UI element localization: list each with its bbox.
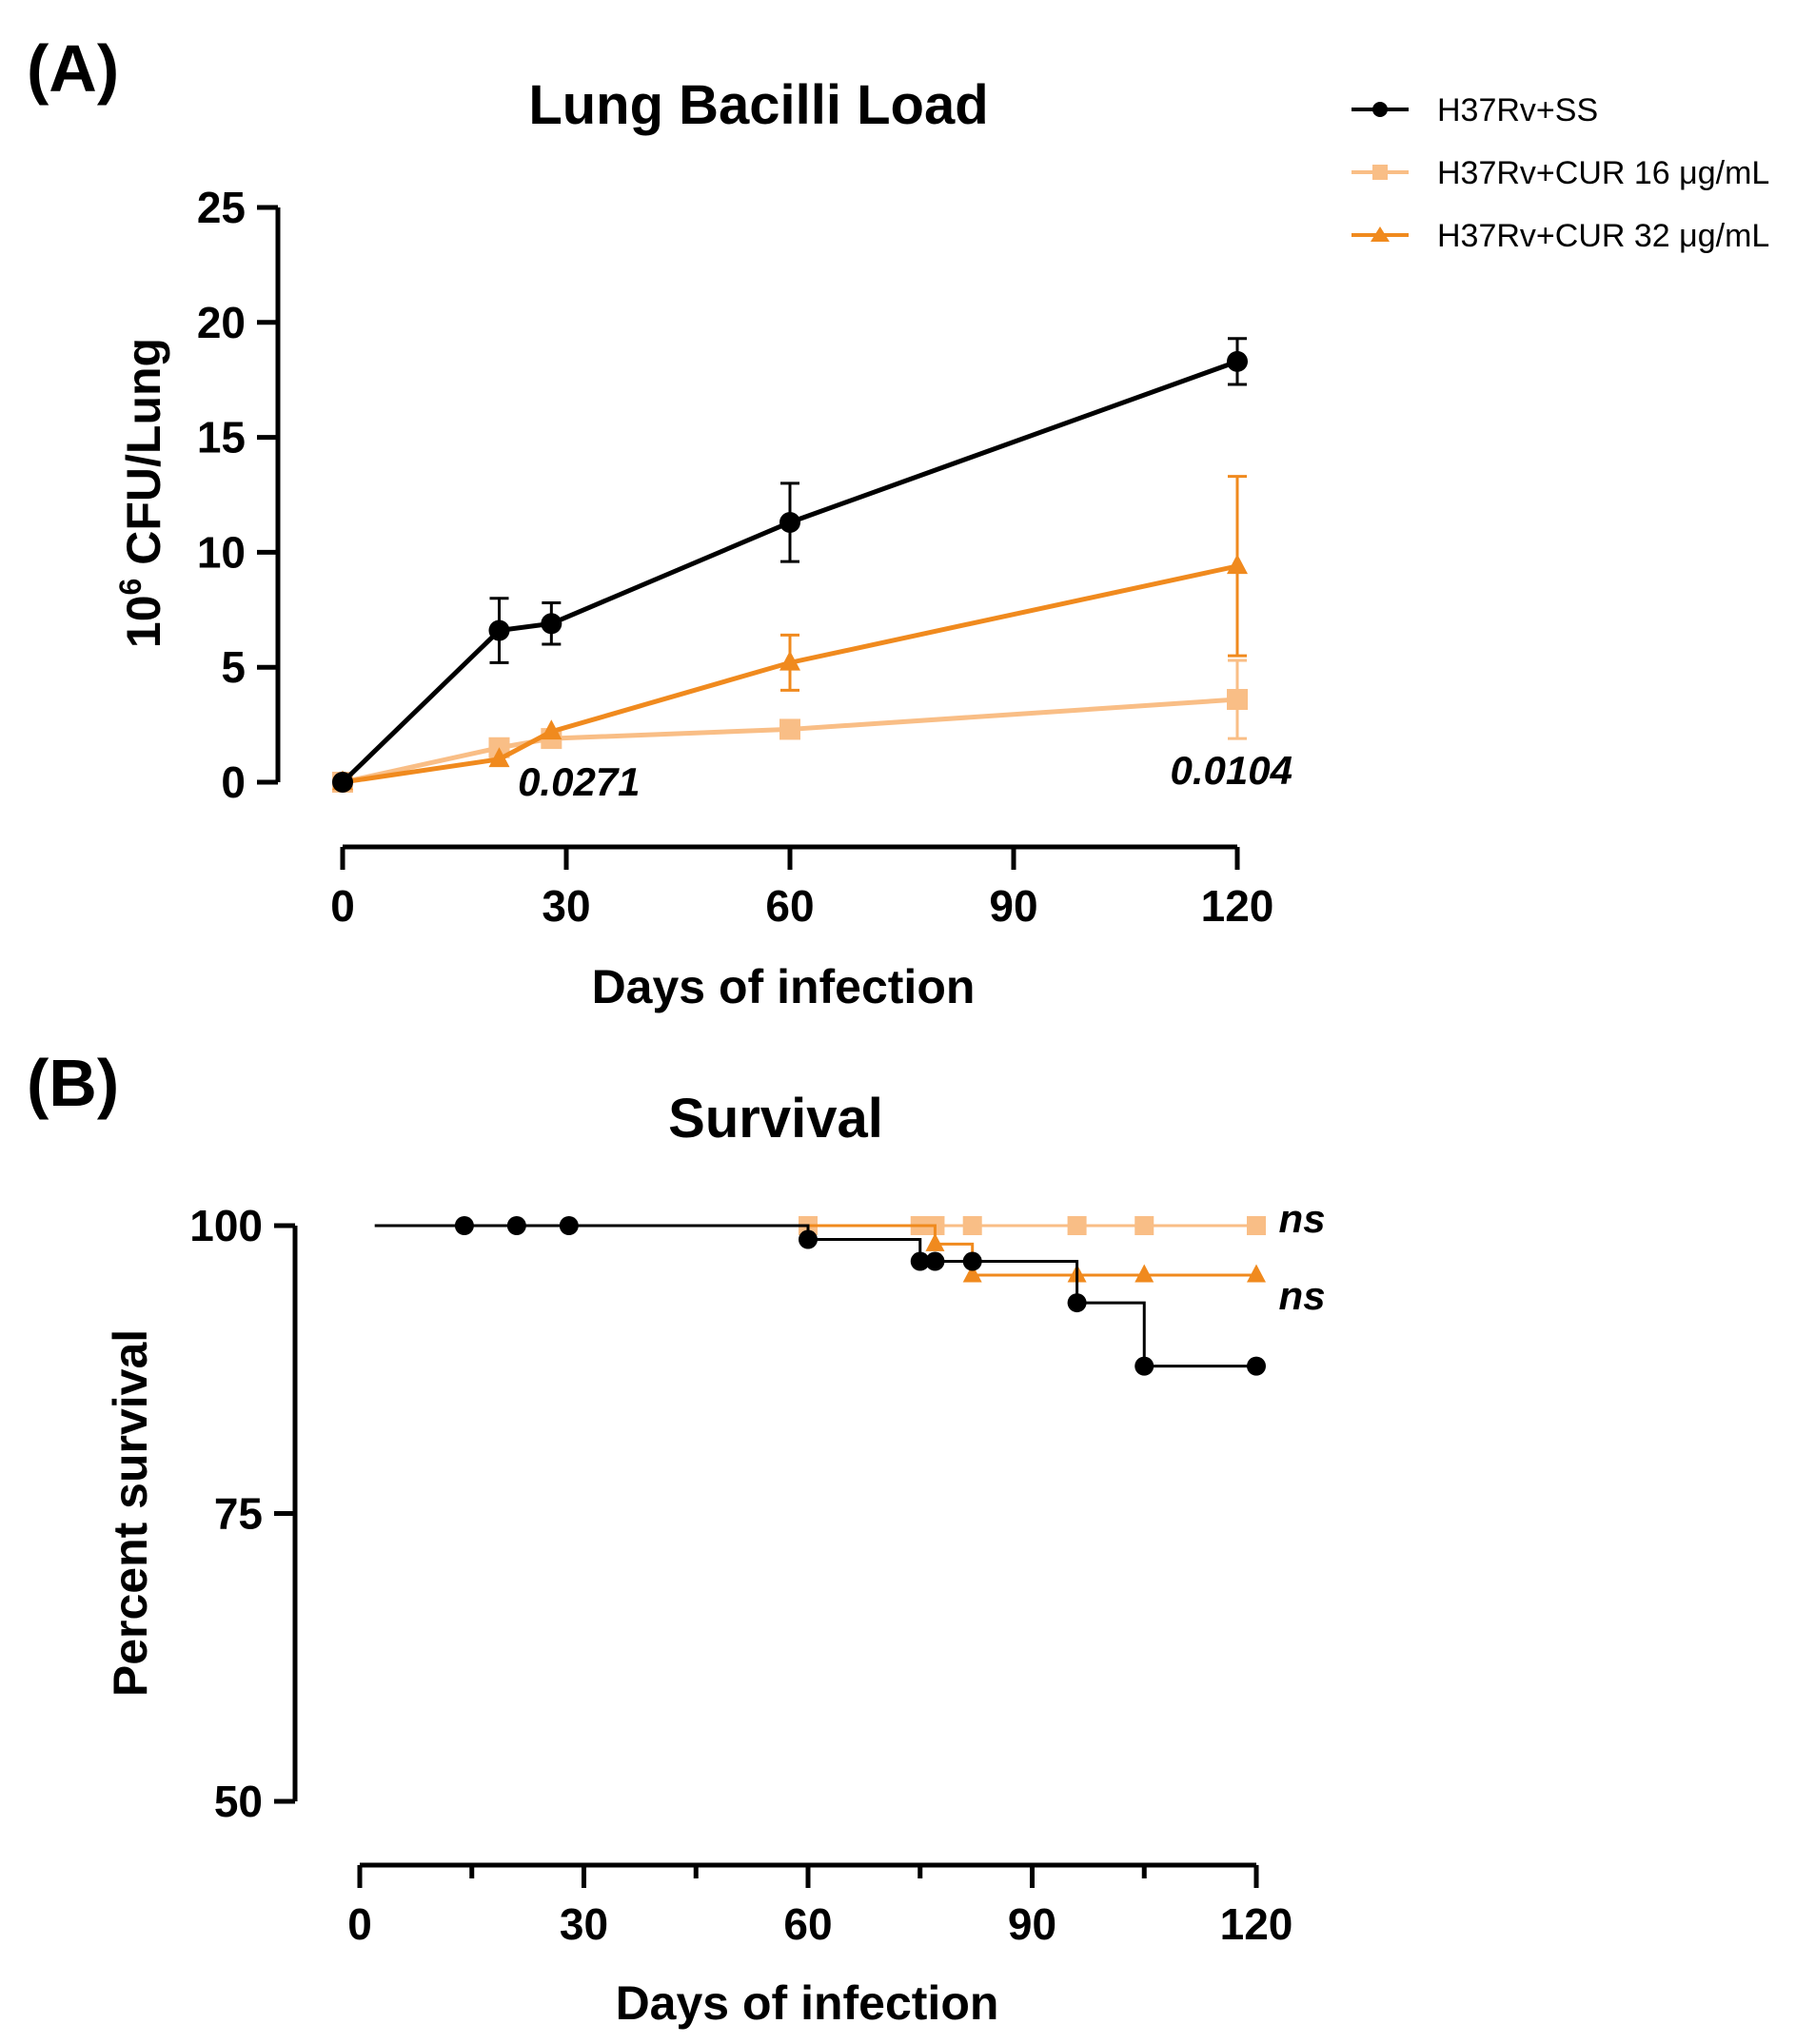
legend-marker-circle bbox=[1372, 102, 1388, 117]
panel-a-h37rv-ss-series bbox=[332, 337, 1248, 793]
panel-a-h37rv-cur-16-g-ml-line bbox=[342, 697, 1238, 785]
panel-b-h37rv-ss-series bbox=[374, 1216, 1266, 1376]
panel-a-x-tick-label: 30 bbox=[542, 881, 590, 931]
panel-a-x-tick-label: 60 bbox=[765, 881, 814, 931]
panel-a-x-tick-label: 0 bbox=[330, 881, 355, 931]
panel-b-h37rv-cur-32-g-ml-series bbox=[808, 1224, 1266, 1283]
panel-b-h37rv-cur-32-g-ml-censor-mark-triangle bbox=[962, 1264, 982, 1283]
panel-a-h37rv-ss-point-circle bbox=[1227, 350, 1248, 372]
panel-a-y-axis-label-exponent: 6 bbox=[113, 579, 148, 596]
panel-a-y-tick-label: 15 bbox=[197, 413, 246, 462]
panel-b-y-tick-label: 75 bbox=[214, 1489, 263, 1539]
panel-a-y-tick-label: 5 bbox=[221, 642, 246, 692]
panel-a-y-tick-label: 25 bbox=[197, 183, 246, 232]
panel-a-x-axis-label: Days of infection bbox=[592, 960, 976, 1013]
panel-a-p-value-annotation: 0.0271 bbox=[518, 759, 640, 804]
panel-a-p-value-annotation: 0.0104 bbox=[1171, 748, 1292, 793]
legend-item-cur-32: H37Rv+CUR 32 μg/mL bbox=[1351, 218, 1769, 254]
panel-b-h37rv-cur-32-g-ml-censor-mark-triangle bbox=[925, 1232, 945, 1251]
panel-b-x-tick-label: 30 bbox=[560, 1899, 608, 1949]
panel-b-x-tick-label: 120 bbox=[1220, 1899, 1293, 1949]
panel-b-x-tick-label: 60 bbox=[783, 1899, 832, 1949]
panel-a-h37rv-cur-32-g-ml-point-triangle bbox=[1227, 554, 1248, 575]
panel-b-h37rv-ss-censor-mark-circle bbox=[454, 1216, 474, 1235]
panel-b-h37rv-ss-censor-mark-circle bbox=[506, 1216, 526, 1235]
panel-b-y-axis-label: Percent survival bbox=[104, 1329, 157, 1697]
panel-b-h37rv-ss-step-line bbox=[374, 1224, 1256, 1368]
panel-b-h37rv-cur-32-g-ml-step-line bbox=[808, 1224, 1256, 1277]
panel-a-h37rv-ss-point-circle bbox=[488, 619, 510, 641]
panel-a: (A) Lung Bacilli Load 0 5 10 15 20 25 0 30 60 90 1… bbox=[27, 31, 1292, 1013]
panel-a-h37rv-cur-32-g-ml-point-triangle bbox=[779, 650, 800, 671]
panel-a-label: (A) bbox=[27, 31, 119, 106]
panel-b-label: (B) bbox=[27, 1046, 119, 1120]
panel-b-h37rv-cur-32-g-ml-censor-mark-triangle bbox=[1134, 1264, 1154, 1283]
panel-b-h37rv-ss-censor-mark-circle bbox=[559, 1216, 579, 1235]
panel-a-y-tick-label: 20 bbox=[197, 298, 246, 347]
legend-marker-square bbox=[1372, 165, 1388, 180]
panel-b-h37rv-ss-censor-mark-circle bbox=[910, 1251, 930, 1271]
panel-a-h37rv-cur-32-g-ml-series bbox=[332, 475, 1248, 791]
panel-a-h37rv-cur-32-g-ml-point-triangle bbox=[488, 747, 510, 768]
panel-b-y-tick-label: 100 bbox=[189, 1201, 263, 1250]
panel-a-title: Lung Bacilli Load bbox=[528, 74, 988, 136]
panel-b-y-tick-label: 50 bbox=[214, 1777, 263, 1826]
panel-b-x-tick-label: 0 bbox=[347, 1899, 372, 1949]
panel-a-h37rv-ss-point-circle bbox=[779, 511, 800, 533]
panel-b-h37rv-ss-censor-mark-circle bbox=[962, 1251, 982, 1271]
panel-b-h37rv-ss-censor-mark-circle bbox=[799, 1229, 818, 1249]
panel-a-y-axis-label: 106 CFU/Lung bbox=[113, 338, 170, 648]
legend-label-cur-16: H37Rv+CUR 16 μg/mL bbox=[1437, 155, 1769, 191]
panel-b-significance-annotation: ns bbox=[1279, 1273, 1326, 1318]
panel-b-h37rv-cur-32-g-ml-censor-mark-triangle bbox=[1247, 1264, 1266, 1283]
legend-item-h37rv-ss: H37Rv+SS bbox=[1351, 92, 1598, 128]
panel-a-h37rv-cur-16-g-ml-point-square bbox=[779, 718, 800, 740]
panel-b-h37rv-ss-censor-mark-circle bbox=[1067, 1293, 1087, 1313]
panel-a-h37rv-cur-16-g-ml-point-square bbox=[1227, 689, 1248, 711]
panel-a-plot-area: 0 5 10 15 20 25 0 30 60 90 120 0.0271 0.0104 bbox=[197, 183, 1292, 931]
panel-b-x-axis-label: Days of infection bbox=[616, 1976, 999, 2030]
panel-a-x-tick-label: 90 bbox=[989, 881, 1037, 931]
panel-a-h37rv-ss-point-circle bbox=[332, 772, 353, 793]
legend-label-h37rv-ss: H37Rv+SS bbox=[1437, 92, 1598, 128]
legend-marker-triangle bbox=[1371, 226, 1390, 242]
panel-a-x-tick-label: 120 bbox=[1201, 881, 1274, 931]
legend: H37Rv+SS H37Rv+CUR 16 μg/mL H37Rv+CUR 32… bbox=[1351, 92, 1769, 254]
panel-b-significance-annotation: ns bbox=[1279, 1196, 1326, 1241]
panel-a-h37rv-cur-32-g-ml-point-triangle bbox=[541, 719, 562, 740]
panel-b: (B) Survival 50 75 100 0 30 60 90 120 ns ns Days … bbox=[27, 1046, 1326, 2030]
panel-a-h37rv-ss-point-circle bbox=[541, 613, 562, 635]
legend-item-cur-16: H37Rv+CUR 16 μg/mL bbox=[1351, 155, 1769, 191]
panel-b-title: Survival bbox=[668, 1088, 883, 1150]
panel-b-h37rv-cur-16-g-ml-censor-mark-square bbox=[1134, 1216, 1154, 1235]
panel-b-h37rv-cur-16-g-ml-censor-mark-square bbox=[1247, 1216, 1266, 1235]
panel-a-y-tick-label: 10 bbox=[197, 527, 246, 577]
panel-a-y-axis-label-text: CFU/Lung bbox=[117, 338, 170, 579]
legend-label-cur-32: H37Rv+CUR 32 μg/mL bbox=[1437, 218, 1769, 254]
panel-a-y-tick-label: 0 bbox=[221, 757, 246, 807]
panel-b-h37rv-ss-censor-mark-circle bbox=[925, 1251, 945, 1271]
panel-b-x-tick-label: 90 bbox=[1008, 1899, 1056, 1949]
panel-b-h37rv-ss-censor-mark-circle bbox=[1134, 1356, 1154, 1376]
panel-b-h37rv-cur-16-g-ml-censor-mark-square bbox=[1067, 1216, 1087, 1235]
panel-b-h37rv-ss-censor-mark-circle bbox=[1247, 1356, 1266, 1376]
panel-a-y-axis-label-base: 10 bbox=[117, 595, 170, 648]
panel-b-plot-area: 50 75 100 0 30 60 90 120 ns ns bbox=[189, 1196, 1325, 1949]
panel-b-h37rv-cur-16-g-ml-censor-mark-square bbox=[962, 1216, 982, 1235]
